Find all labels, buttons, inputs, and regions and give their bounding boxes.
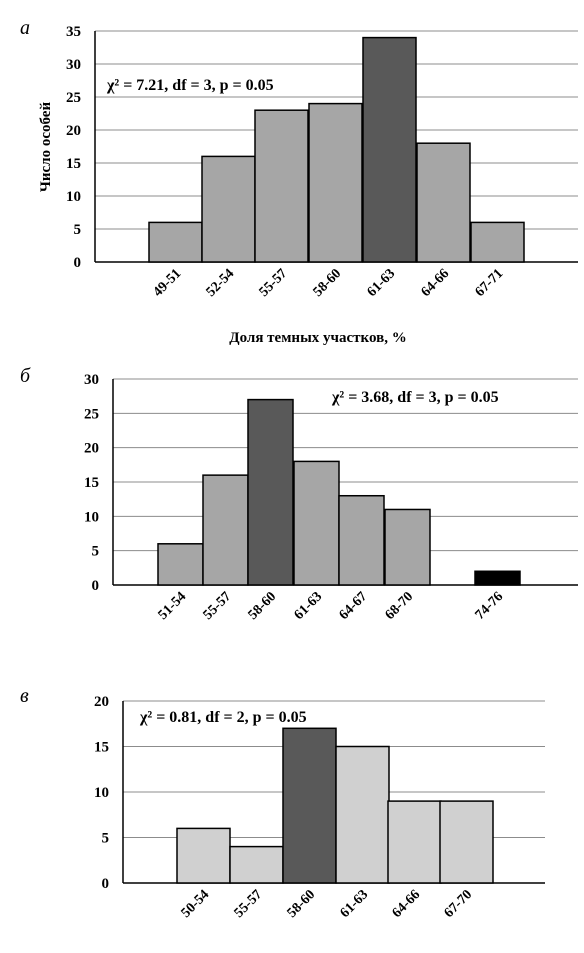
bar-74-76 [474,570,521,586]
y-tick-label: 15 [84,475,99,491]
bar-58-60 [308,102,363,263]
x-tick-label: 61-63 [365,266,399,300]
bar-68-70 [384,508,431,586]
x-tick-label: 55-57 [232,887,266,921]
panel-letter: б [20,365,31,387]
y-tick-label: 10 [94,785,109,801]
bar-49-51 [148,221,203,263]
x-tick-label: 52-54 [204,266,238,300]
y-tick-label: 30 [84,372,99,388]
y-tick-label: 5 [92,544,100,560]
y-tick-label: 0 [92,578,100,594]
x-tick-label: 58-60 [311,266,345,300]
bar-58-60 [247,398,294,586]
x-tick-label: 49-51 [151,266,185,300]
y-tick-label: 25 [66,90,81,106]
y-tick-label: 20 [94,694,109,710]
x-tick-label: 67-71 [473,266,507,300]
chart-panel-2: 0 5 10 15 20 25 30 51-54 55-57 58-60 61-63 64-67 68-… [20,365,578,623]
x-tick-label: 64-66 [419,266,453,300]
x-tick-label: 51-54 [156,589,190,623]
y-tick-label: 15 [94,740,109,756]
bar-67-70 [439,800,494,884]
bar-61-63 [293,460,340,586]
bar-55-57 [254,109,309,263]
bar-61-63 [335,745,390,884]
x-tick-label: 67-70 [442,887,476,921]
y-tick-label: 35 [66,24,81,40]
y-tick-label: 0 [102,876,110,892]
bar-58-60 [282,727,337,884]
x-axis-label: Доля темных участков, % [229,330,406,346]
y-tick-label: 0 [74,255,82,271]
panel-letter: а [20,17,30,39]
x-tick-label: 74-76 [473,589,507,623]
y-tick-label: 20 [66,123,81,139]
stat-annotation: χ² = 3.68, df = 3, p = 0.05 [331,389,499,406]
x-tick-label: 55-57 [257,266,291,300]
panel-letter: в [20,685,29,707]
x-tick-label: 58-60 [246,589,280,623]
bar-67-71 [470,221,525,263]
chart-panel-3: 0 5 10 15 20 50-54 55-57 58-60 61-63 64-66 67-70 в χ… [20,685,545,921]
bar-50-54 [176,827,231,884]
y-tick-label: 30 [66,57,81,73]
bar-55-57 [229,845,284,884]
chart-panel-1: 0 5 10 15 20 25 30 35 49-51 52-54 55-57 58-60 61-63 6… [20,17,578,346]
stat-annotation: χ² = 0.81, df = 2, p = 0.05 [139,709,307,726]
bar-64-66 [416,142,471,263]
x-tick-label: 68-70 [383,589,417,623]
bar-55-57 [202,474,249,586]
bar-61-63 [362,36,417,263]
y-tick-label: 5 [74,222,82,238]
x-tick-label: 61-63 [338,887,372,921]
x-tick-label: 61-63 [292,589,326,623]
y-tick-label: 10 [84,509,99,525]
x-tick-label: 50-54 [179,887,213,921]
bar-52-54 [201,155,256,263]
y-tick-label: 5 [102,831,110,847]
y-tick-label: 20 [84,441,99,457]
stat-annotation: χ² = 7.21, df = 3, p = 0.05 [106,77,274,94]
y-tick-label: 25 [84,406,99,422]
y-tick-label: 10 [66,189,81,205]
y-tick-label: 15 [66,156,81,172]
x-tick-label: 64-67 [337,589,371,623]
bar-64-66 [387,800,442,884]
x-tick-label: 55-57 [201,589,235,623]
bar-64-67 [338,494,385,586]
x-tick-label: 64-66 [390,887,424,921]
x-tick-label: 58-60 [285,887,319,921]
y-axis-label: Число особей [38,102,54,193]
bar-51-54 [157,543,204,586]
